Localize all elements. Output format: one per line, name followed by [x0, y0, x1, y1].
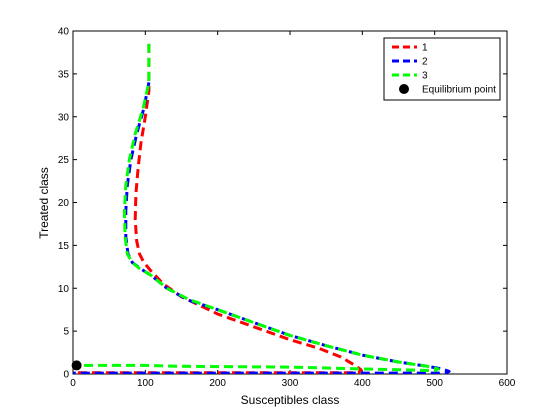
x-tick-label: 500 — [426, 378, 443, 389]
y-tick-label: 0 — [63, 370, 69, 381]
y-axis-ticks: 0 5 10 15 20 25 30 35 40 — [58, 27, 507, 381]
x-tick-label: 100 — [137, 378, 154, 389]
legend-label: 1 — [422, 43, 428, 54]
legend: 1 2 3 Equilibrium point — [383, 37, 501, 101]
y-tick-label: 35 — [58, 69, 70, 80]
y-tick-label: 10 — [58, 284, 70, 295]
y-tick-label: 30 — [58, 112, 70, 123]
y-tick-label: 20 — [58, 198, 70, 209]
series-line-3 — [76, 43, 440, 373]
x-axis-ticks: 0 100 200 300 400 500 600 — [70, 31, 516, 389]
y-tick-label: 40 — [58, 27, 70, 38]
x-tick-label: 300 — [282, 378, 299, 389]
legend-label: 3 — [422, 71, 428, 82]
legend-label: 2 — [422, 57, 428, 68]
x-tick-label: 0 — [70, 378, 76, 389]
y-tick-label: 25 — [58, 155, 70, 166]
x-tick-label: 400 — [354, 378, 371, 389]
x-axis-label: Susceptibles class — [241, 393, 340, 407]
x-tick-label: 200 — [209, 378, 226, 389]
series-line-2 — [73, 82, 451, 374]
equilibrium-point-marker — [71, 360, 82, 371]
series-line-1 — [73, 43, 363, 374]
data-markers — [71, 360, 82, 371]
legend-marker-swatch — [399, 84, 409, 94]
y-tick-label: 15 — [58, 241, 70, 252]
data-series — [73, 43, 451, 374]
x-tick-label: 600 — [499, 378, 516, 389]
y-axis-label: Treated class — [37, 167, 51, 239]
legend-label: Equilibrium point — [422, 85, 496, 96]
y-tick-label: 5 — [63, 327, 69, 338]
